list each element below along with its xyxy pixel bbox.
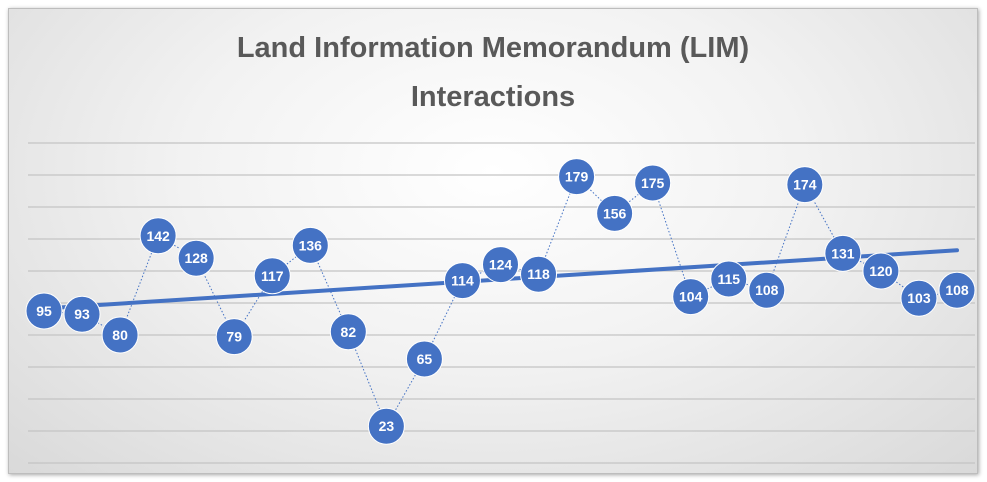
data-label: 120 — [869, 263, 893, 279]
marker — [253, 257, 291, 295]
data-point: 115 — [710, 260, 748, 298]
data-point: 82 — [329, 313, 367, 351]
marker — [291, 226, 329, 264]
data-label: 108 — [755, 282, 779, 298]
data-label: 93 — [74, 306, 90, 322]
data-label: 79 — [226, 329, 242, 345]
marker — [405, 340, 443, 378]
data-label: 128 — [184, 250, 208, 266]
data-point: 142 — [139, 217, 177, 255]
data-point: 136 — [291, 226, 329, 264]
data-point: 108 — [748, 271, 786, 309]
data-point: 117 — [253, 257, 291, 295]
data-point: 93 — [63, 295, 101, 333]
data-label: 104 — [679, 289, 703, 305]
marker — [596, 194, 634, 232]
data-label: 131 — [831, 245, 855, 261]
data-point: 179 — [558, 158, 596, 196]
data-point: 103 — [900, 279, 938, 317]
marker — [672, 278, 710, 316]
marker — [710, 260, 748, 298]
data-point: 95 — [25, 292, 63, 330]
data-point: 131 — [824, 234, 862, 272]
marker — [938, 271, 976, 309]
data-label: 156 — [603, 205, 627, 221]
marker — [482, 246, 519, 284]
marker — [786, 166, 824, 204]
data-point: 23 — [367, 407, 405, 445]
marker — [900, 279, 938, 317]
marker — [177, 239, 215, 277]
data-point: 120 — [862, 252, 900, 290]
data-label: 118 — [527, 266, 550, 282]
marker — [215, 318, 253, 356]
data-label: 174 — [793, 177, 817, 193]
data-point: 118 — [520, 255, 558, 293]
data-point: 175 — [634, 164, 672, 202]
data-label: 23 — [379, 418, 395, 434]
marker — [748, 271, 786, 309]
marker — [634, 164, 672, 202]
data-label: 103 — [907, 290, 931, 306]
data-label: 82 — [341, 324, 357, 340]
chart-title: Land Information Memorandum (LIM) Intera… — [236, 32, 750, 113]
marker — [558, 158, 596, 196]
marker — [63, 295, 101, 333]
marker — [139, 217, 177, 255]
marker — [862, 252, 900, 290]
data-point: 174 — [786, 166, 824, 204]
marker — [367, 407, 405, 445]
data-label: 179 — [565, 169, 589, 185]
data-point: 124 — [482, 246, 519, 284]
data-label: 95 — [36, 303, 52, 319]
data-point: 108 — [938, 271, 976, 309]
data-point: 156 — [596, 194, 634, 232]
data-point: 114 — [443, 262, 481, 300]
data-label: 108 — [945, 282, 969, 298]
data-label: 136 — [299, 237, 323, 253]
marker — [329, 313, 367, 351]
data-point: 128 — [177, 239, 215, 277]
data-label: 142 — [146, 228, 170, 244]
data-label: 117 — [261, 268, 284, 284]
data-point: 80 — [101, 316, 139, 354]
marker — [824, 234, 862, 272]
data-point: 79 — [215, 318, 253, 356]
data-label: 114 — [451, 273, 474, 289]
data-label: 124 — [489, 257, 513, 273]
data-label: 175 — [641, 175, 665, 191]
marker — [520, 255, 558, 293]
data-point: 65 — [405, 340, 443, 378]
marker — [101, 316, 139, 354]
data-label: 65 — [417, 351, 433, 367]
marker — [443, 262, 481, 300]
data-label: 115 — [717, 271, 740, 287]
data-label: 80 — [112, 327, 128, 343]
marker — [25, 292, 63, 330]
data-point: 104 — [672, 278, 710, 316]
